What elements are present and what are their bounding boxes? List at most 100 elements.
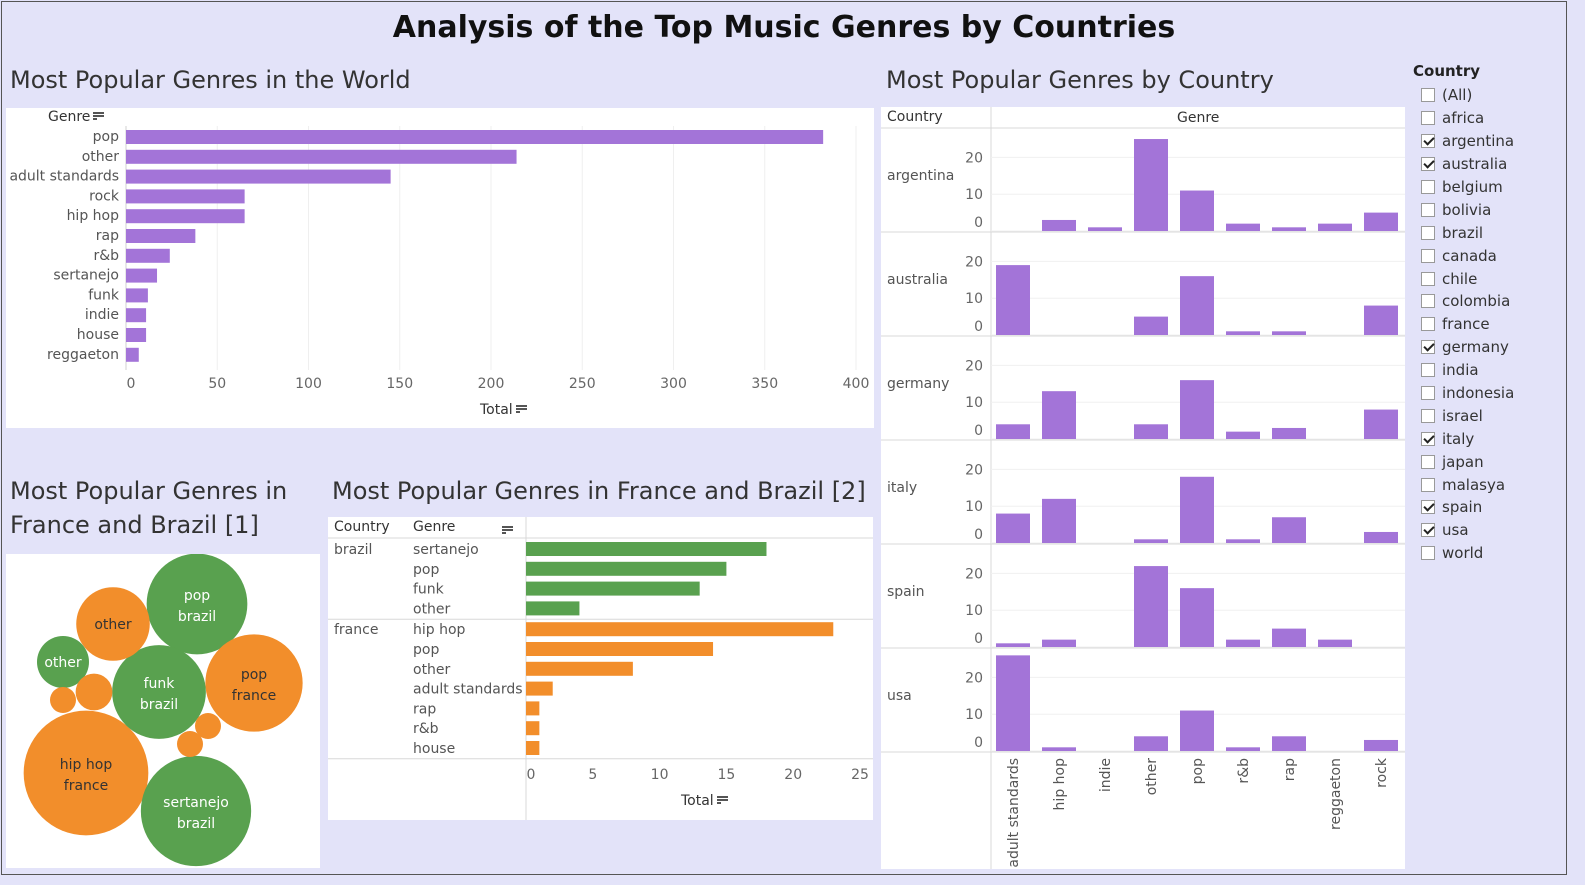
filter-checkbox[interactable] [1421,408,1435,423]
filter-checkbox[interactable] [1421,340,1435,355]
filter-checkbox[interactable] [1421,294,1435,309]
filter-checkbox[interactable] [1421,477,1435,492]
filter-option-label: usa [1442,521,1469,540]
bc-y-tick-label: 20 [965,566,983,582]
world-x-tick-label: 50 [208,376,226,392]
bc-bar [1134,566,1168,647]
filter-option[interactable]: brazil [1411,221,1561,244]
world-bar [126,149,517,164]
filter-option[interactable]: australia [1411,153,1561,176]
world-category-label: indie [85,307,119,323]
filter-checkbox[interactable] [1421,134,1435,149]
sort-icon[interactable] [502,525,514,535]
filter-checkbox[interactable] [1421,386,1435,401]
world-bar [126,209,245,224]
dashboard-title: Analysis of the Top Music Genres by Coun… [392,10,1176,45]
bc-y-tick-label: 0 [974,215,983,231]
fb-bar [526,622,834,637]
filter-option-label: indonesia [1442,384,1515,403]
filter-option[interactable]: argentina [1411,130,1561,153]
fb-genre-label: house [413,741,455,757]
filter-option[interactable]: belgium [1411,176,1561,199]
bc-bar [996,424,1030,439]
fb-genre-label: sertanejo [413,542,479,558]
filter-option[interactable]: canada [1411,244,1561,267]
world-xlabel[interactable]: Total [480,402,528,418]
world-genre-header[interactable]: Genre [48,109,105,125]
filter-option[interactable]: italy [1411,427,1561,450]
world-bar [126,328,147,342]
bc-bar [1180,190,1214,231]
world-category-label: funk [88,287,120,303]
bubble-label: other [94,617,132,633]
sort-icon[interactable] [93,111,105,121]
dashboard-frame [1,1,1567,875]
world-x-tick-label: 100 [295,376,322,392]
bc-category-label: rap [1282,758,1298,781]
filter-checkbox[interactable] [1421,180,1435,194]
filter-option[interactable]: world [1411,542,1561,565]
bc-bar [1364,409,1398,439]
filter-option[interactable]: france [1411,313,1561,336]
filter-option[interactable]: usa [1411,519,1561,542]
filter-checkbox[interactable] [1421,225,1435,240]
filter-checkbox[interactable] [1421,271,1435,286]
fb-xlabel[interactable]: Total [681,793,729,809]
bubble-label: pop [241,667,267,683]
filter-option[interactable]: colombia [1411,290,1561,313]
world-category-label: rap [96,228,119,244]
filter-option[interactable]: india [1411,359,1561,382]
bc-bar [1318,639,1352,647]
world-category-label: reggaeton [47,347,119,363]
filter-option[interactable]: (All) [1411,84,1561,107]
filter-option[interactable]: spain [1411,496,1561,519]
filter-option[interactable]: israel [1411,404,1561,427]
world-bar [126,130,824,144]
bycountry-chart-panel: Country Genre 0 10 20 argentina 0 10 20 austral… [881,107,1405,869]
world-bar [126,288,148,303]
fb-bar [526,661,633,676]
bc-bar [1042,391,1076,439]
bubble-sublabel: brazil [178,609,216,625]
filter-checkbox[interactable] [1421,454,1435,469]
filter-option[interactable]: indonesia [1411,382,1561,405]
sort-icon[interactable] [716,795,729,805]
filter-option[interactable]: japan [1411,450,1561,473]
bc-bar [1272,227,1306,231]
filter-checkbox[interactable] [1421,500,1435,515]
bc-bar [1226,639,1260,647]
bubble-france [23,710,149,836]
bubble-label: hip hop [60,757,113,773]
filter-option-label: germany [1442,338,1509,357]
filter-checkbox[interactable] [1421,111,1435,126]
world-bar [126,169,391,184]
bc-bar [996,643,1030,647]
bc-y-tick-label: 20 [965,150,983,166]
filter-option[interactable]: malasya [1411,473,1561,496]
filter-checkbox[interactable] [1421,317,1435,332]
bc-y-tick-label: 10 [965,291,983,307]
fb-bar-chart: brazil sertanejo pop funk other france hip hop… [328,517,873,820]
world-chart-panel: Genre 0 50 100 150 200 250 300 350 400 pop other ad… [6,108,874,428]
filter-option[interactable]: bolivia [1411,198,1561,221]
fb-bar [526,681,553,696]
filter-option[interactable]: chile [1411,267,1561,290]
filter-checkbox[interactable] [1421,202,1435,217]
bc-bar [1042,747,1076,751]
fb-genre-label: pop [413,562,439,578]
filter-checkbox[interactable] [1421,431,1435,446]
bc-bar [1272,427,1306,439]
bc-category-label: r&b [1236,758,1252,784]
filter-option[interactable]: africa [1411,107,1561,130]
bc-bar [1364,739,1398,751]
filter-checkbox[interactable] [1421,523,1435,538]
filter-option[interactable]: germany [1411,336,1561,359]
filter-checkbox[interactable] [1421,546,1435,561]
filter-checkbox[interactable] [1421,363,1435,378]
sort-icon[interactable] [515,404,528,414]
filter-checkbox[interactable] [1421,248,1435,263]
bc-category-label: other [1144,758,1160,796]
country-filter-list: (All) africa argentina australia belgium boli… [1411,84,1561,565]
filter-checkbox[interactable] [1421,88,1435,103]
filter-checkbox[interactable] [1421,157,1435,172]
